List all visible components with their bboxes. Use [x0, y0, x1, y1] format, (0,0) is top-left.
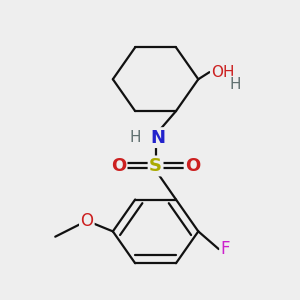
Text: OH: OH: [211, 65, 235, 80]
Text: H: H: [129, 130, 141, 145]
Text: S: S: [149, 157, 162, 175]
Text: H: H: [230, 77, 241, 92]
Text: O: O: [111, 157, 126, 175]
Text: F: F: [220, 240, 230, 258]
Text: O: O: [185, 157, 200, 175]
Text: O: O: [80, 212, 93, 230]
Text: N: N: [150, 129, 165, 147]
